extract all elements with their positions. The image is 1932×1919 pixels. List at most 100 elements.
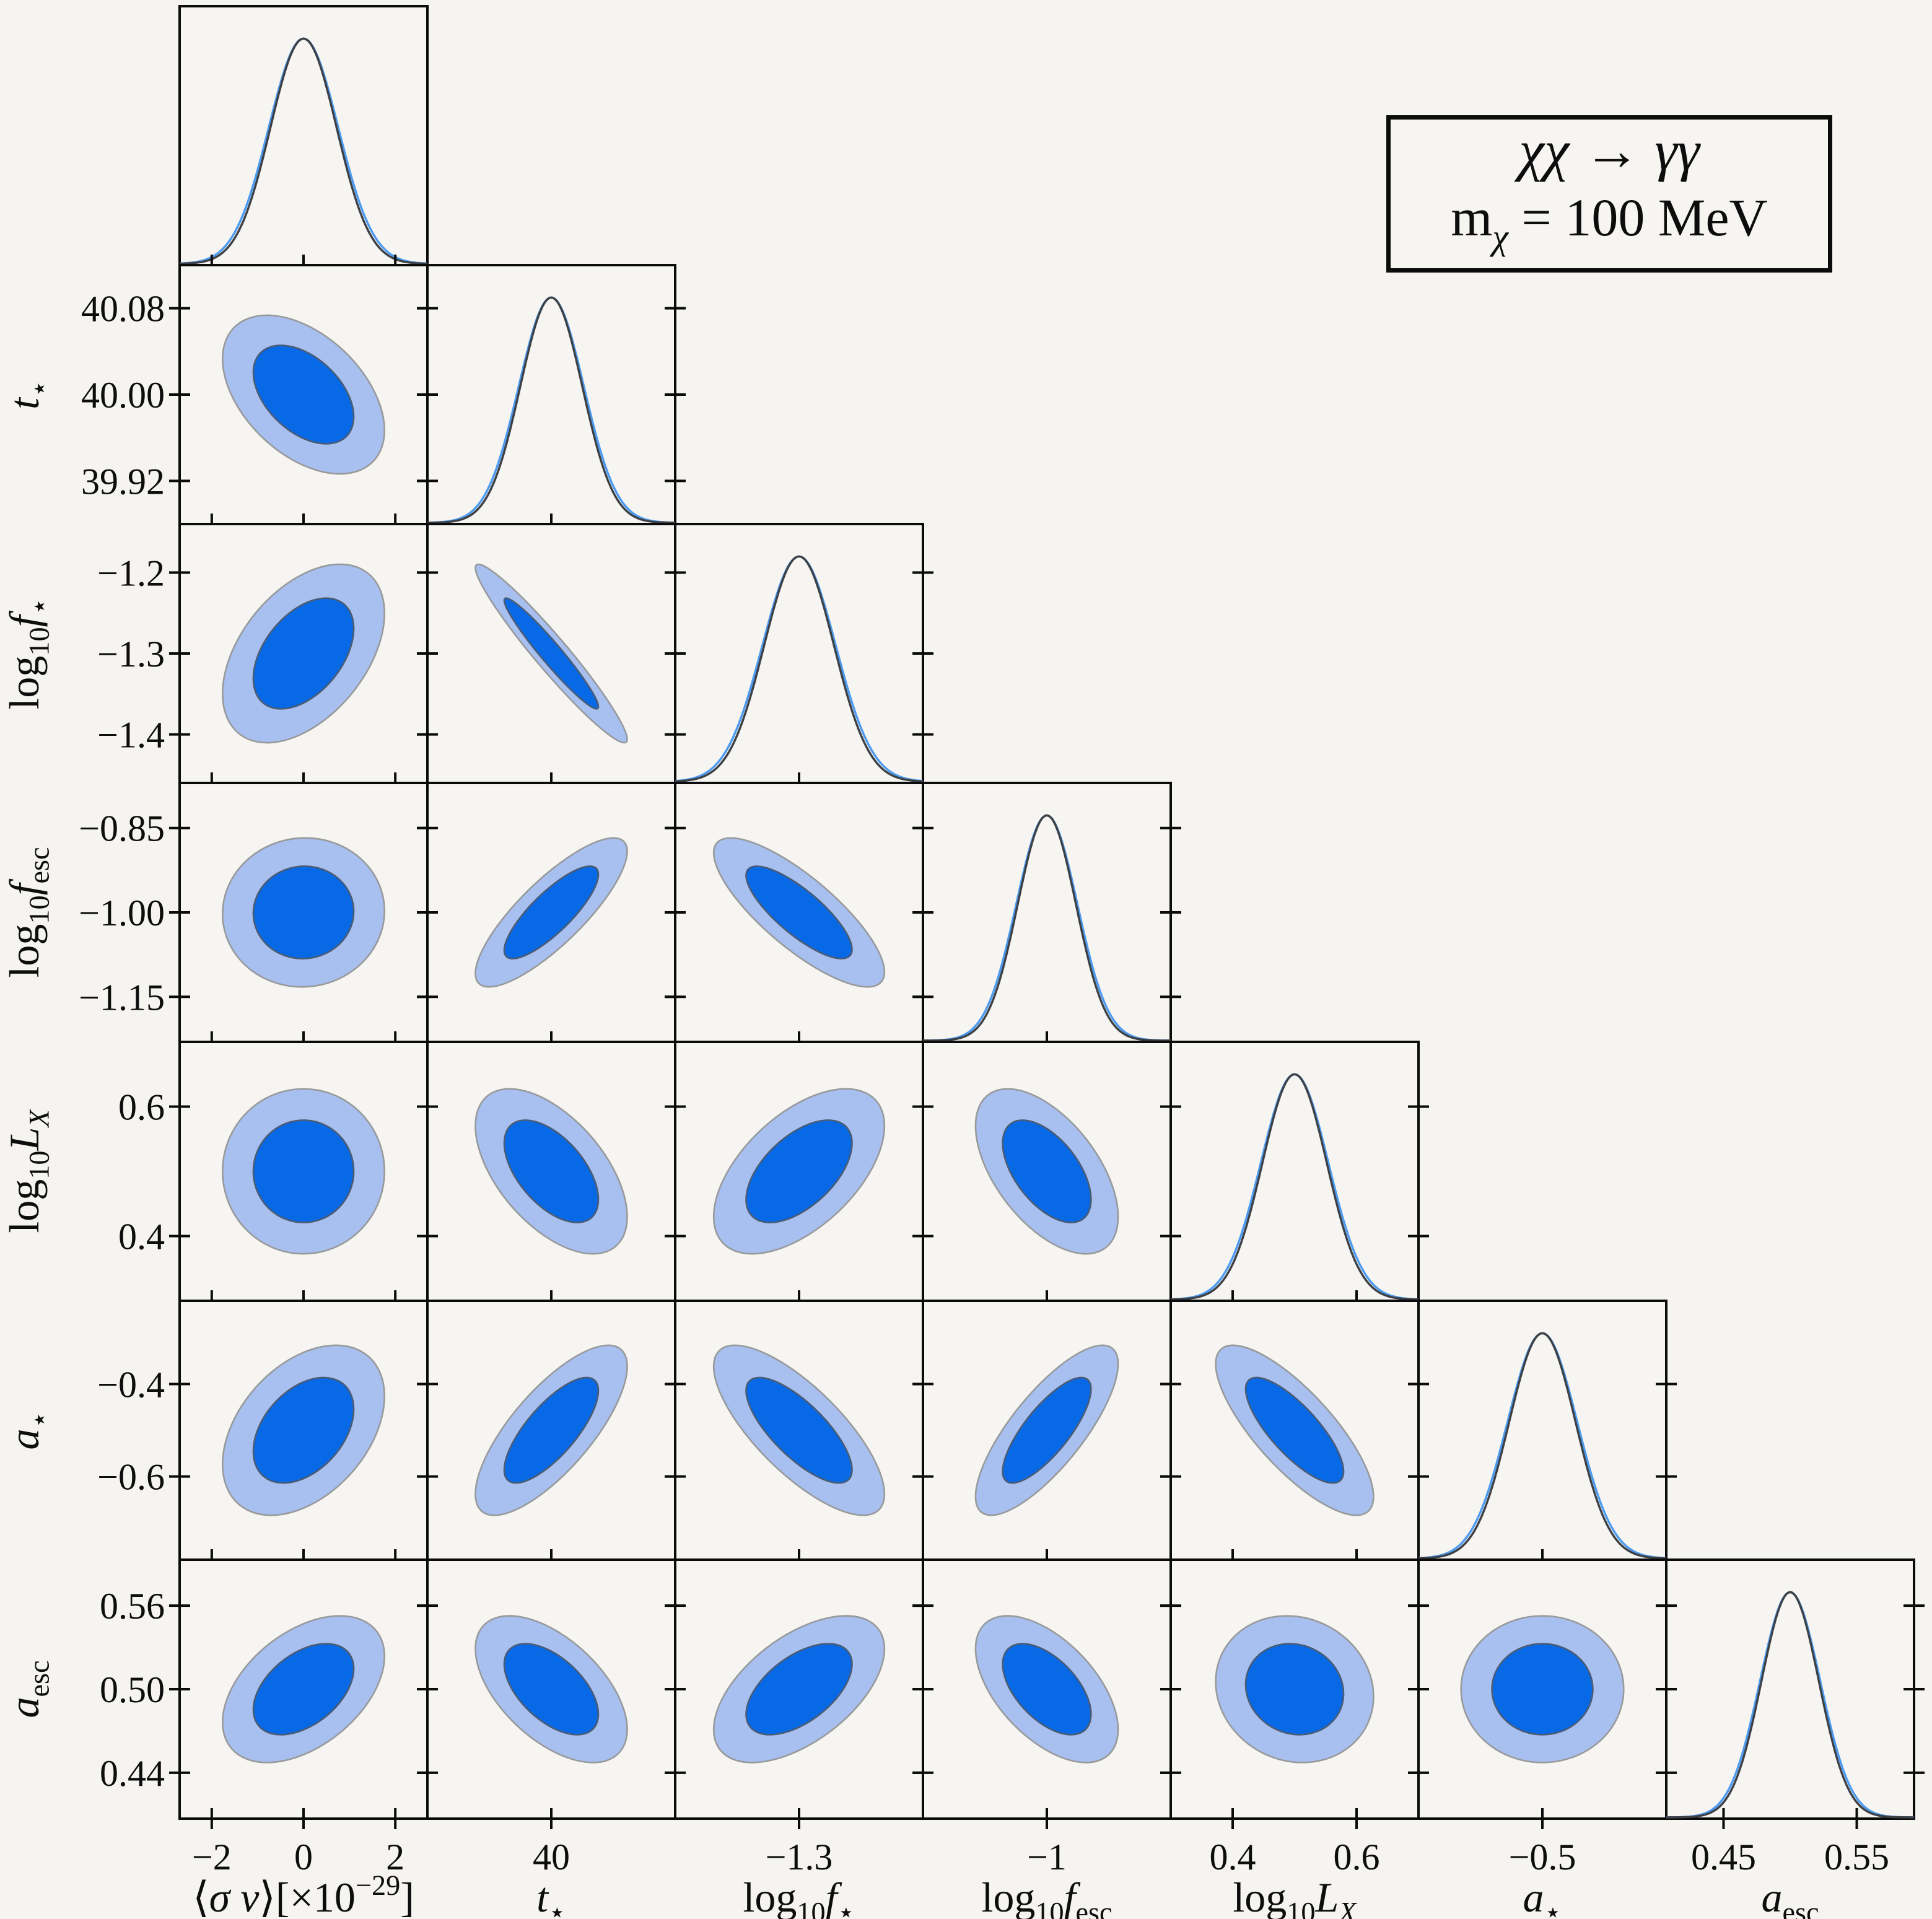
x-tick-label: −1: [1027, 1837, 1067, 1877]
x-tick-label: −0.5: [1509, 1837, 1576, 1877]
x-axis-title-sigmav: ⟨σ v⟩[×10−29]: [193, 1870, 414, 1919]
panel-astar-sigmav: −0.4 −0.6: [97, 1301, 438, 1570]
chi-subscript: χ: [1492, 217, 1508, 257]
contour-1sigma: [504, 1356, 598, 1505]
y-tick-label: −1.2: [97, 553, 165, 593]
contour-1sigma: [253, 1120, 354, 1222]
annotation-mass: mχ = 100 MeV: [1451, 188, 1768, 257]
panel-log10LX-log10fstar: [665, 1042, 933, 1311]
panel-aesc-log10fstar: −1.3: [665, 1560, 933, 1877]
panel-tstar-sigmav: 40.08 40.00 39.92: [81, 265, 438, 535]
x-axis-title-tstar: t⋆: [536, 1874, 566, 1919]
marginal-curve: [1666, 1591, 1914, 1819]
y-tick-label: −0.6: [97, 1457, 165, 1498]
marginal-curve: [675, 555, 924, 783]
panel-tstar-tstar: [417, 264, 686, 535]
panel-log10fesc-log10fesc: [912, 782, 1181, 1052]
contour-1sigma: [1246, 1356, 1344, 1504]
x-tick-label: 40: [533, 1837, 570, 1877]
y-axis-title-astar: a⋆: [1, 1411, 55, 1450]
panel-log10LX-sigmav: 0.6 0.4: [118, 1042, 438, 1311]
marginal-curve: [922, 814, 1171, 1042]
panel-frame: [1169, 1041, 1420, 1302]
y-tick-label: 0.44: [100, 1753, 165, 1794]
panel-log10fesc-tstar: [417, 783, 686, 1052]
x-axis-title-log10fstar: log10f⋆: [743, 1874, 855, 1919]
panel-log10fstar-tstar: [417, 524, 686, 793]
y-tick-label: 0.50: [100, 1669, 165, 1710]
annotation-reaction: χχ → γγ: [1519, 119, 1700, 182]
panel-log10fesc-log10fstar: [665, 783, 933, 1052]
panel-aesc-aesc: 0.45 0.55: [1656, 1558, 1925, 1877]
contour-1sigma: [1003, 1356, 1091, 1504]
x-axis-title-log10fesc: log10fesc: [981, 1874, 1112, 1919]
panel-log10LX-tstar: [417, 1042, 686, 1311]
contour-1sigma: [746, 1356, 852, 1505]
panel-log10LX-log10fesc: [912, 1042, 1181, 1311]
y-axis-title-log10LX: log10LX: [1, 1109, 55, 1233]
y-tick-label: −0.85: [79, 808, 165, 849]
marginal-curve: [179, 37, 428, 265]
contour-1sigma: [746, 848, 852, 977]
panel-frame: [1417, 1300, 1668, 1561]
panel-log10fstar-sigmav: −1.2 −1.3 −1.4: [97, 524, 438, 793]
panel-log10fstar-log10fstar: [665, 523, 933, 793]
contour-1sigma: [253, 1628, 354, 1750]
contour-1sigma: [1246, 1640, 1344, 1739]
contour-1sigma: [746, 1626, 852, 1752]
contour-1sigma: [1003, 1626, 1091, 1752]
panel-astar-log10LX: [1160, 1301, 1429, 1570]
x-tick-label: 0.4: [1210, 1837, 1256, 1877]
x-tick-label: −1.3: [766, 1837, 833, 1877]
panel-frame: [178, 5, 429, 266]
contour-1sigma: [253, 579, 354, 728]
y-axis-title-tstar: t⋆: [1, 380, 55, 409]
x-axis-title-aesc: aesc: [1761, 1874, 1819, 1919]
panel-frame: [1665, 1558, 1915, 1820]
panel-aesc-astar: −0.5: [1408, 1560, 1677, 1877]
y-tick-label: 0.4: [118, 1217, 165, 1257]
y-axis-title-aesc: aesc: [1, 1660, 55, 1718]
y-tick-label: 40.00: [81, 375, 165, 416]
contour-1sigma: [1492, 1644, 1593, 1735]
marginal-curve: [1170, 1073, 1419, 1301]
contour-1sigma: [746, 1101, 852, 1243]
y-tick-label: −1.3: [97, 634, 165, 675]
contour-1sigma: [504, 1626, 598, 1752]
marginal-curve: [427, 296, 676, 524]
panel-log10LX-log10LX: [1160, 1041, 1429, 1311]
panel-frame: [922, 782, 1172, 1043]
panel-frame: [426, 264, 676, 525]
y-tick-label: −0.4: [97, 1364, 165, 1405]
contour-1sigma: [253, 1361, 354, 1500]
y-tick-label: −1.00: [79, 893, 165, 933]
x-tick-label: 0.6: [1334, 1837, 1380, 1877]
x-tick-label: 0: [294, 1837, 313, 1877]
y-tick-label: 0.6: [118, 1087, 165, 1128]
annotation-box: χχ → γγ mχ = 100 MeV: [1386, 115, 1832, 273]
marginal-curve: [1418, 1332, 1667, 1560]
panel-sigmav-sigmav: [178, 5, 429, 276]
panel-astar-log10fesc: [912, 1301, 1181, 1570]
x-tick-label: 0.55: [1824, 1837, 1889, 1877]
panel-astar-tstar: [417, 1301, 686, 1570]
contour-1sigma: [1003, 1101, 1091, 1243]
panel-astar-astar: [1408, 1300, 1677, 1570]
x-axis-title-log10LX: log10LX: [1233, 1874, 1357, 1919]
panel-log10fesc-sigmav: −0.85 −1.00 −1.15: [79, 783, 438, 1052]
panel-aesc-sigmav: −2 0 2 0.56 0.50 0.44: [100, 1560, 438, 1877]
x-tick-label: −2: [192, 1837, 232, 1877]
y-tick-label: 40.08: [81, 289, 165, 330]
panel-frame: [674, 523, 924, 784]
panel-aesc-log10fesc: −1: [912, 1560, 1181, 1877]
x-tick-label: 0.45: [1691, 1837, 1756, 1877]
panel-aesc-tstar: 40: [417, 1560, 686, 1877]
y-tick-label: −1.15: [79, 977, 165, 1018]
panel-aesc-log10LX: 0.4 0.6: [1160, 1560, 1429, 1877]
contour-1sigma: [253, 865, 354, 959]
y-tick-label: −1.4: [97, 715, 165, 756]
y-axis-title-log10fstar: log10f⋆: [1, 598, 55, 710]
x-axis-title-astar: a⋆: [1523, 1874, 1562, 1919]
contour-1sigma: [504, 848, 598, 977]
